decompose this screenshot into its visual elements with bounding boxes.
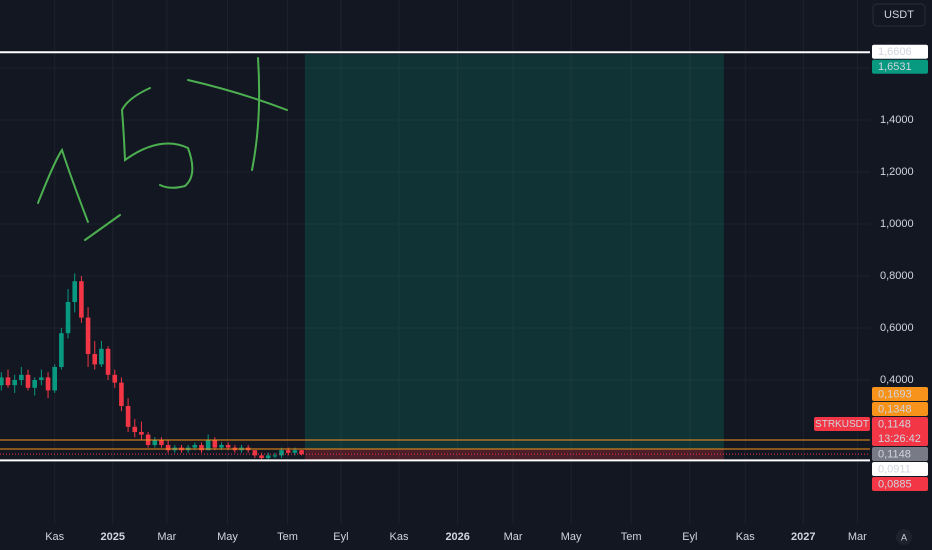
y-tick-label: 1,2000 <box>880 166 914 178</box>
candle-body <box>299 450 304 455</box>
y-tick-label: 1,0000 <box>880 218 914 230</box>
candle-body <box>65 302 71 334</box>
candle-body <box>72 281 78 303</box>
price-label-box <box>872 462 928 476</box>
price-label-box <box>872 477 928 491</box>
candle-body <box>225 445 231 448</box>
profit-zone <box>304 54 724 449</box>
x-tick-label: Mar <box>157 531 176 543</box>
candle-body <box>199 445 204 451</box>
price-label-box <box>872 59 928 74</box>
x-tick-label: Kas <box>45 531 64 543</box>
y-tick-label: 0,4000 <box>880 374 914 386</box>
candle-body <box>292 450 298 453</box>
price-label-box <box>872 387 928 401</box>
x-tick-label: Mar <box>848 531 867 543</box>
candle-body <box>45 377 51 391</box>
x-tick-label: Tem <box>277 531 298 543</box>
x-tick-label: May <box>561 531 582 543</box>
drawing-stroke <box>251 57 261 171</box>
drawing-stroke <box>37 147 89 223</box>
x-tick-label: Mar <box>504 531 523 543</box>
candle-body <box>39 377 44 381</box>
x-tick-label: Eyl <box>682 531 697 543</box>
candle-body <box>205 439 211 451</box>
candle-body <box>139 432 144 435</box>
x-tick-label: Kas <box>736 531 755 543</box>
x-tick-label: Tem <box>621 531 642 543</box>
auto-label[interactable]: A <box>901 532 907 542</box>
symbol-label: STRKUSDT <box>815 419 869 430</box>
x-tick-label: 2026 <box>445 531 469 543</box>
countdown: 13:26:42 <box>878 433 921 445</box>
candle-body <box>125 406 131 427</box>
price-label: 0,1348 <box>878 403 912 415</box>
price-label: 0,1148 <box>878 418 911 430</box>
candle-body <box>52 367 58 391</box>
price-lines <box>0 51 870 462</box>
currency-button[interactable] <box>872 3 926 27</box>
drawing-stroke <box>187 79 288 111</box>
candle-body <box>252 450 258 456</box>
candle-body <box>32 380 37 388</box>
candle-body <box>12 380 17 386</box>
price-label: 0,1148 <box>878 448 911 460</box>
price-label-box <box>872 417 928 446</box>
price-label: 0,0885 <box>878 478 912 490</box>
candle-body <box>265 455 271 459</box>
candle-body <box>132 426 138 433</box>
position-tool[interactable] <box>304 54 724 461</box>
price-label-box <box>872 44 928 59</box>
grid <box>0 0 870 524</box>
x-tick-label: Eyl <box>333 531 348 543</box>
candle-body <box>212 439 218 448</box>
candle-body <box>19 374 24 381</box>
candle-body <box>285 450 291 453</box>
candle-body <box>112 374 118 383</box>
x-tick-label: May <box>217 531 238 543</box>
candle-body <box>152 439 158 446</box>
loss-zone <box>304 448 724 461</box>
auto-button[interactable] <box>896 529 912 545</box>
candle-body <box>59 333 64 368</box>
candle-body <box>85 317 91 355</box>
candle-body <box>79 281 84 318</box>
candle-body <box>99 348 104 365</box>
price-label-box <box>872 447 928 461</box>
candle-body <box>259 455 264 459</box>
symbol-box <box>814 417 870 431</box>
candle-body <box>272 455 278 457</box>
x-tick-label: 2025 <box>101 531 125 543</box>
candle-body <box>159 439 164 446</box>
price-label: 1,6531 <box>878 61 912 73</box>
x-tick-label: Kas <box>389 531 408 543</box>
y-tick-label: 0,8000 <box>880 270 914 282</box>
candle-body <box>25 374 31 388</box>
time-axis <box>0 524 932 550</box>
price-label-box <box>872 402 928 416</box>
y-tick-label: 1,4000 <box>880 114 914 126</box>
x-tick-label: 2027 <box>791 531 815 543</box>
price-label: 1,6606 <box>878 46 912 58</box>
candle-body <box>92 354 98 365</box>
price-label: 0,0911 <box>878 463 911 475</box>
candle-body <box>219 445 224 448</box>
price-labels: 0,40000,60000,80001,00001,20001,40001,60… <box>45 44 928 543</box>
drawing-stroke <box>120 87 194 189</box>
candle-body <box>105 348 111 375</box>
drawing-stroke <box>84 214 121 241</box>
candle-body <box>119 382 124 407</box>
candle-body <box>0 377 4 386</box>
candle-body <box>192 445 198 448</box>
handwriting <box>37 57 288 241</box>
candle-body <box>165 445 171 451</box>
candles <box>0 273 304 461</box>
y-tick-label: 0,6000 <box>880 322 914 334</box>
currency-label[interactable]: USDT <box>884 9 914 21</box>
candle-body <box>5 377 11 386</box>
price-label: 0,1693 <box>878 388 912 400</box>
candle-body <box>279 450 284 456</box>
